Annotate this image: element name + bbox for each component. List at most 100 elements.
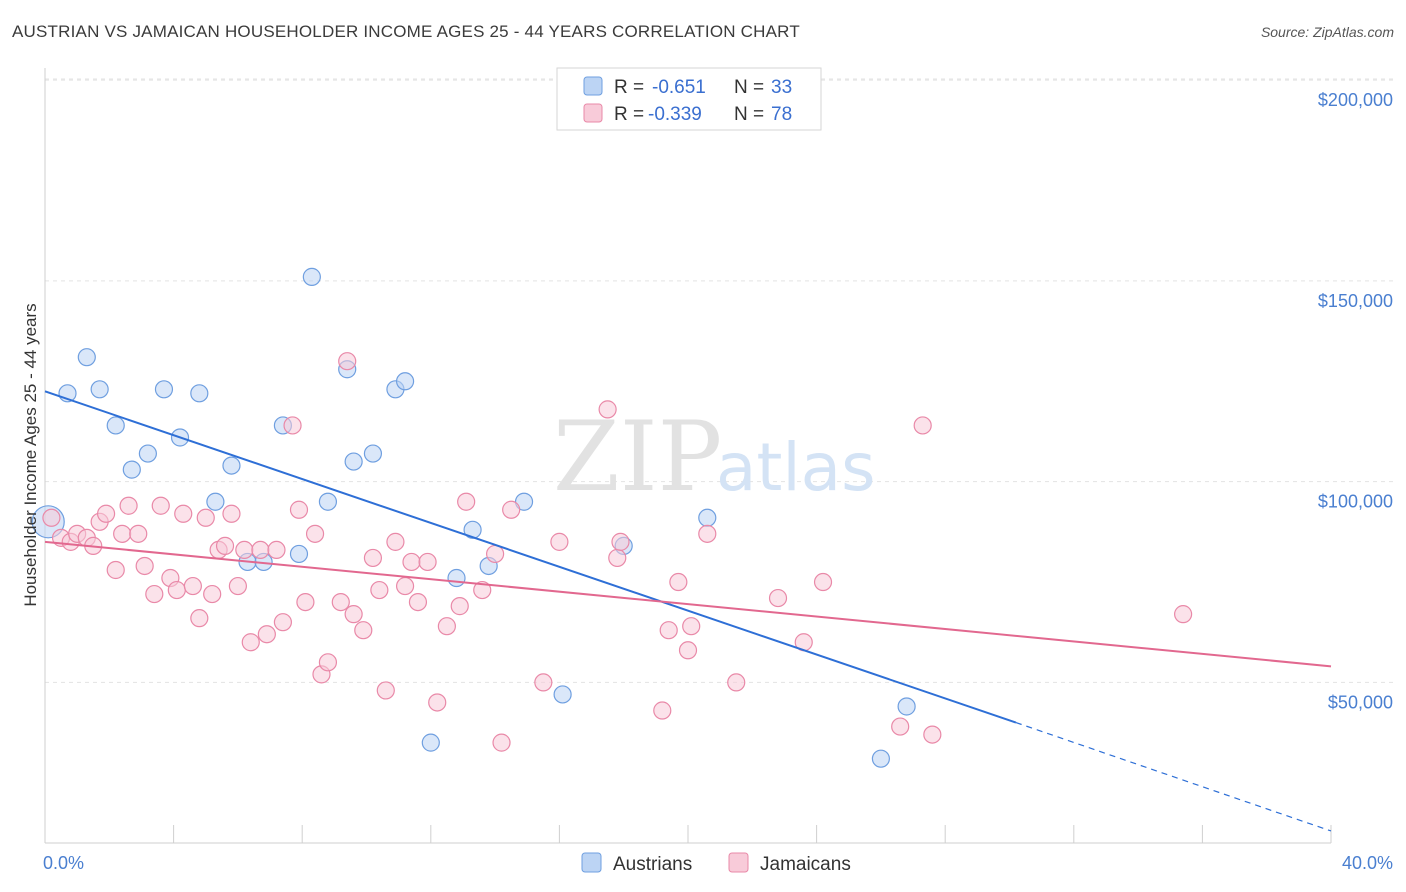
legend-r-value: -0.651 [652, 77, 706, 98]
legend: R = -0.651 N = 33 R = -0.339 N = 78 [556, 67, 822, 131]
point-austrians [138, 444, 157, 463]
point-jamaicans [813, 572, 833, 592]
point-jamaicans [428, 693, 447, 712]
trend-line-jamaicans [44, 540, 1332, 668]
point-austrians [344, 452, 363, 471]
point-jamaicans [370, 580, 389, 600]
point-jamaicans [611, 532, 630, 551]
point-jamaicans [354, 621, 373, 640]
legend-n-label: N = [734, 77, 764, 98]
point-austrians [90, 380, 109, 399]
point-austrians [154, 380, 174, 399]
legend-swatch-austrians [583, 76, 603, 96]
y-axis-title: Householder Income Ages 25 - 44 years [21, 303, 40, 606]
x-tick-labels: 0.0% 40.0% [43, 853, 1393, 873]
chart-title: AUSTRIAN VS JAMAICAN HOUSEHOLDER INCOME … [12, 22, 800, 41]
legend-n-value: 78 [771, 104, 792, 125]
point-jamaicans [151, 496, 170, 515]
point-jamaicans [1174, 605, 1193, 624]
point-jamaicans [331, 592, 350, 612]
chart-source: Source: ZipAtlas.com [1260, 24, 1394, 40]
point-austrians [222, 456, 241, 475]
legend-swatch-jamaicans [583, 103, 603, 123]
point-jamaicans [408, 592, 428, 612]
point-jamaicans [457, 492, 476, 511]
point-jamaicans [923, 725, 942, 744]
point-austrians [698, 508, 717, 527]
point-austrians [77, 348, 96, 367]
point-austrians [302, 267, 321, 286]
bottom-legend: Austrians Jamaicans [581, 852, 851, 875]
x-tick-label: 0.0% [43, 853, 84, 873]
point-jamaicans [289, 500, 309, 519]
point-austrians [363, 444, 383, 463]
watermark-zip: ZIP [553, 401, 722, 513]
point-jamaicans [273, 613, 293, 632]
bottom-legend-swatch-austrians [581, 852, 602, 873]
point-austrians [553, 685, 572, 704]
legend-r-value: -0.339 [648, 104, 702, 125]
point-jamaicans [338, 352, 357, 371]
legend-n-label: N = [734, 104, 764, 125]
point-jamaicans [550, 532, 569, 551]
point-austrians [395, 372, 415, 391]
data-points [31, 267, 1193, 768]
point-austrians [122, 460, 141, 479]
point-jamaicans [190, 609, 209, 628]
point-jamaicans [492, 733, 511, 752]
legend-r-label: R = [614, 104, 644, 125]
x-tick-label: 40.0% [1342, 853, 1393, 873]
y-tick-label: $100,000 [1318, 492, 1393, 512]
point-jamaicans [653, 701, 672, 720]
point-austrians [318, 492, 338, 511]
point-jamaicans [215, 536, 235, 555]
point-jamaicans [669, 572, 688, 592]
bottom-legend-label-jamaicans: Jamaicans [760, 854, 851, 875]
point-jamaicans [598, 400, 617, 419]
bottom-legend-swatch-jamaicans [728, 852, 749, 873]
point-jamaicans [534, 673, 553, 692]
point-jamaicans [283, 416, 302, 435]
point-jamaicans [241, 633, 260, 652]
point-jamaicans [437, 617, 456, 636]
point-jamaicans [267, 540, 286, 560]
point-jamaicans [386, 532, 405, 551]
point-jamaicans [183, 576, 202, 596]
point-jamaicans [42, 508, 61, 527]
point-jamaicans [682, 617, 701, 636]
point-jamaicans [113, 524, 132, 543]
point-jamaicans [768, 588, 788, 608]
point-austrians [289, 544, 309, 564]
point-jamaicans [119, 496, 138, 515]
point-jamaicans [251, 540, 270, 560]
point-austrians [106, 416, 125, 435]
point-jamaicans [196, 508, 215, 527]
point-austrians [463, 520, 482, 539]
point-jamaicans [305, 524, 325, 543]
point-jamaicans [402, 552, 421, 572]
point-jamaicans [296, 592, 315, 612]
point-austrians [190, 384, 209, 403]
point-jamaicans [318, 653, 338, 672]
point-jamaicans [145, 584, 164, 604]
point-jamaicans [129, 524, 148, 543]
watermark-atlas: atlas [716, 429, 876, 506]
point-jamaicans [344, 605, 363, 624]
bottom-legend-label-austrians: Austrians [613, 854, 692, 875]
point-jamaicans [608, 548, 627, 568]
point-jamaicans [450, 597, 469, 616]
point-jamaicans [659, 621, 678, 640]
point-jamaicans [678, 641, 698, 660]
point-jamaicans [106, 560, 125, 580]
point-jamaicans [727, 673, 746, 692]
point-jamaicans [395, 576, 415, 596]
y-tick-label: $200,000 [1318, 90, 1393, 110]
point-jamaicans [891, 717, 910, 736]
point-jamaicans [228, 576, 247, 596]
axes [44, 68, 1332, 844]
point-austrians [514, 492, 534, 511]
point-austrians [421, 733, 440, 752]
y-tick-labels: $50,000 $100,000 $150,000 $200,000 [1318, 90, 1393, 712]
point-jamaicans [203, 584, 222, 604]
